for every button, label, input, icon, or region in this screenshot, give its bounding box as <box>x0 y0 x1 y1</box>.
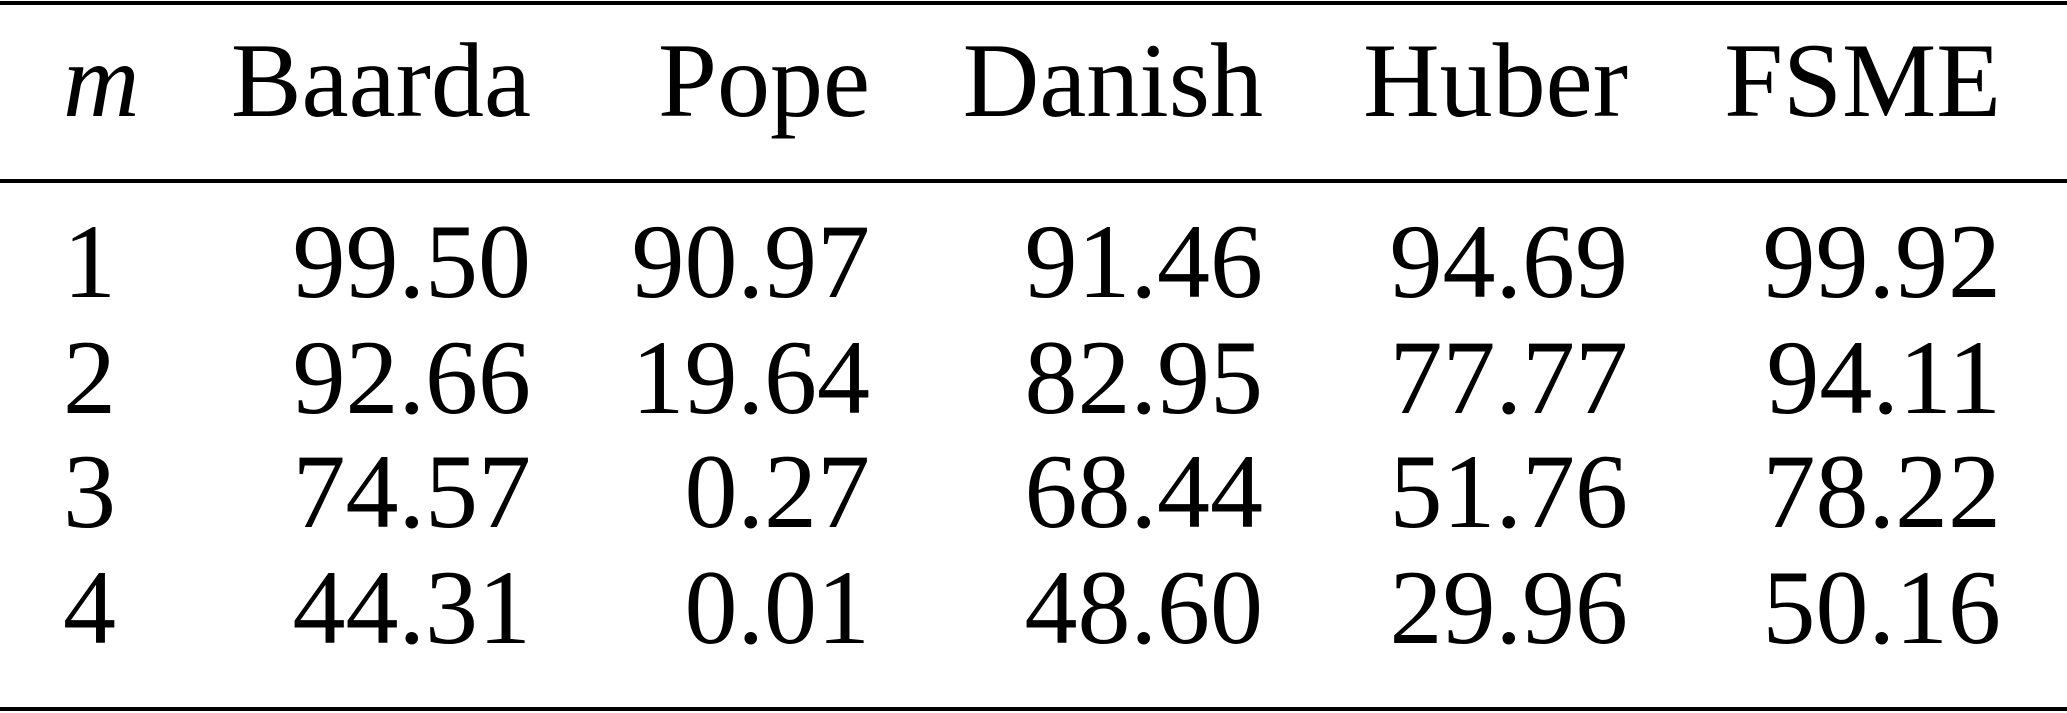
header-cell: Pope <box>658 22 870 139</box>
cell: 48.60 <box>1025 549 1264 666</box>
header-cell: FSME <box>1724 22 2001 139</box>
header-cell: Huber <box>1363 22 1628 139</box>
header-cell: m <box>63 22 140 139</box>
cell: 99.50 <box>293 203 532 320</box>
cell: 78.22 <box>1763 433 2002 550</box>
cell: 74.57 <box>293 433 532 550</box>
cell: 0.27 <box>685 433 871 550</box>
cell: 82.95 <box>1025 319 1264 436</box>
cell: 94.11 <box>1766 319 2001 436</box>
cell: 51.76 <box>1390 433 1629 550</box>
cell: 77.77 <box>1390 319 1629 436</box>
header-cell: Danish <box>963 22 1263 139</box>
cell: 19.64 <box>632 319 871 436</box>
header-cell: Baarda <box>231 22 531 139</box>
cell: 4 <box>63 549 116 666</box>
cell: 3 <box>63 433 116 550</box>
cell: 94.69 <box>1390 203 1629 320</box>
cell: 0.01 <box>685 549 871 666</box>
cell: 91.46 <box>1025 203 1264 320</box>
cell: 50.16 <box>1763 549 2002 666</box>
cell: 90.97 <box>632 203 871 320</box>
cell: 92.66 <box>293 319 532 436</box>
cell: 1 <box>63 203 116 320</box>
cell: 68.44 <box>1025 433 1264 550</box>
cell: 2 <box>63 319 116 436</box>
cell: 99.92 <box>1763 203 2002 320</box>
cell: 29.96 <box>1390 549 1629 666</box>
cell: 44.31 <box>293 549 532 666</box>
